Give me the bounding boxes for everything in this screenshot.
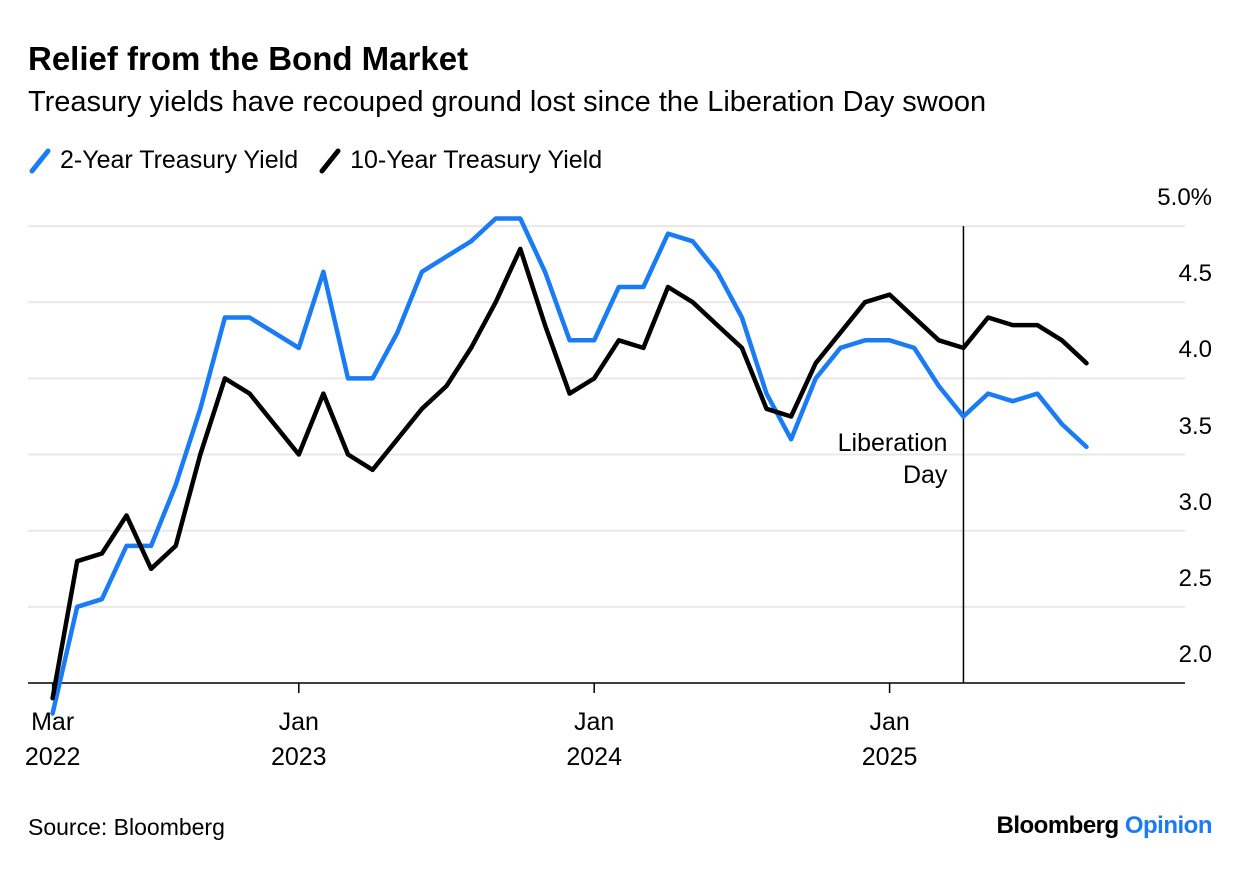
y-tick-label: 4.5 [1178, 260, 1212, 288]
x-tick-label: Jan 2025 [861, 708, 918, 771]
series-line [50, 246, 1089, 701]
y-tick-label: 5.0% [1157, 184, 1212, 212]
source: Source: Bloomberg [28, 814, 225, 840]
brand: Bloomberg Opinion [997, 812, 1213, 840]
legend-item: 2-Year Treasury Yield [28, 146, 298, 175]
legend-swatch [29, 148, 51, 173]
legend-label: 10-Year Treasury Yield [350, 146, 603, 174]
y-tick-label: 2.0 [1178, 641, 1212, 668]
y-tick-label: 2.5 [1178, 564, 1212, 592]
x-tick-label: Jan 2023 [270, 708, 327, 771]
legend-item: 10-Year Treasury Yield [318, 146, 602, 175]
annotation-label: Liberation Day [837, 428, 948, 489]
legend: 2-Year Treasury Yield 10-Year Treasury Yi… [28, 146, 602, 175]
brand-name: Bloomberg [996, 812, 1120, 839]
brand-section: Opinion [1124, 812, 1213, 839]
legend-label: 2-Year Treasury Yield [60, 146, 299, 174]
legend-swatch-mark [29, 148, 51, 173]
y-tick-label: 3.5 [1178, 412, 1212, 440]
chart-title: Relief from the Bond Market [28, 40, 469, 77]
chart-subtitle: Treasury yields have recouped ground los… [28, 86, 987, 118]
x-tick-label: Mar 2022 [24, 708, 81, 771]
y-tick-label: 4.0 [1178, 336, 1212, 364]
legend-swatch [319, 148, 341, 173]
y-tick-label: 3.0 [1178, 488, 1212, 516]
series-line [50, 216, 1089, 716]
legend-swatch-mark [319, 148, 341, 173]
x-tick-label: Jan 2024 [566, 708, 622, 771]
